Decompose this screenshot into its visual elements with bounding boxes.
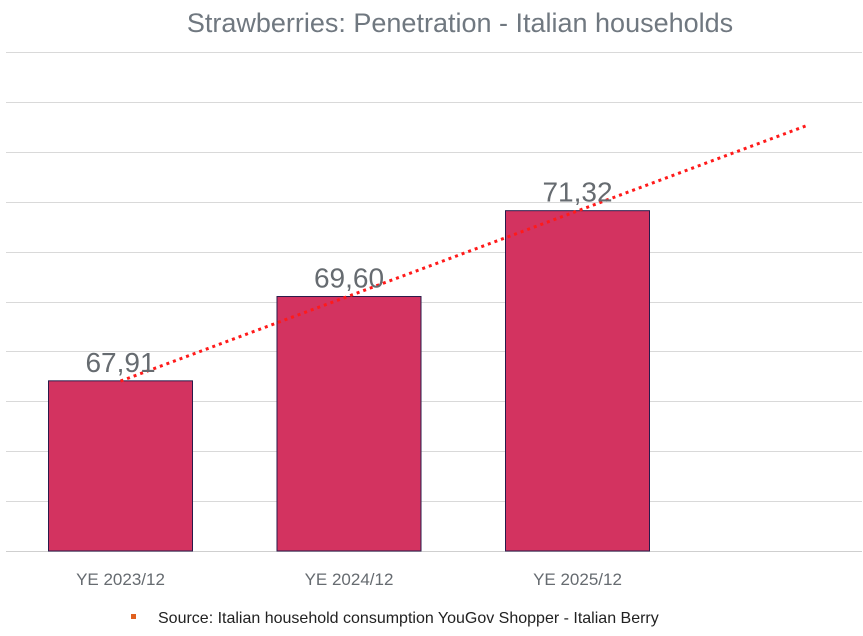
trendline-group xyxy=(119,124,807,383)
x-tick-label: YE 2024/12 xyxy=(305,570,394,589)
x-tick-labels: YE 2023/12 YE 2024/12 YE 2025/12 xyxy=(76,570,622,589)
source-note: Source: Italian household consumption Yo… xyxy=(131,610,659,628)
data-label: 71,32 xyxy=(542,177,612,208)
bar-chart: Strawberries: Penetration - Italian hous… xyxy=(6,8,862,589)
source-text: Source: Italian household consumption Yo… xyxy=(158,610,659,627)
bar-ye-2023-12 xyxy=(48,380,193,552)
x-tick-label: YE 2025/12 xyxy=(533,570,622,589)
data-label: 67,91 xyxy=(85,347,155,378)
x-tick-label: YE 2023/12 xyxy=(76,570,165,589)
bar-ye-2025-12 xyxy=(505,210,650,552)
chart-title: Strawberries: Penetration - Italian hous… xyxy=(187,8,733,38)
bar-ye-2024-12 xyxy=(276,296,422,552)
bullet-icon xyxy=(131,614,136,620)
trendline xyxy=(119,124,807,383)
data-label: 69,60 xyxy=(314,263,384,294)
bars xyxy=(48,210,650,552)
data-labels: 67,91 69,60 71,32 xyxy=(85,177,612,378)
